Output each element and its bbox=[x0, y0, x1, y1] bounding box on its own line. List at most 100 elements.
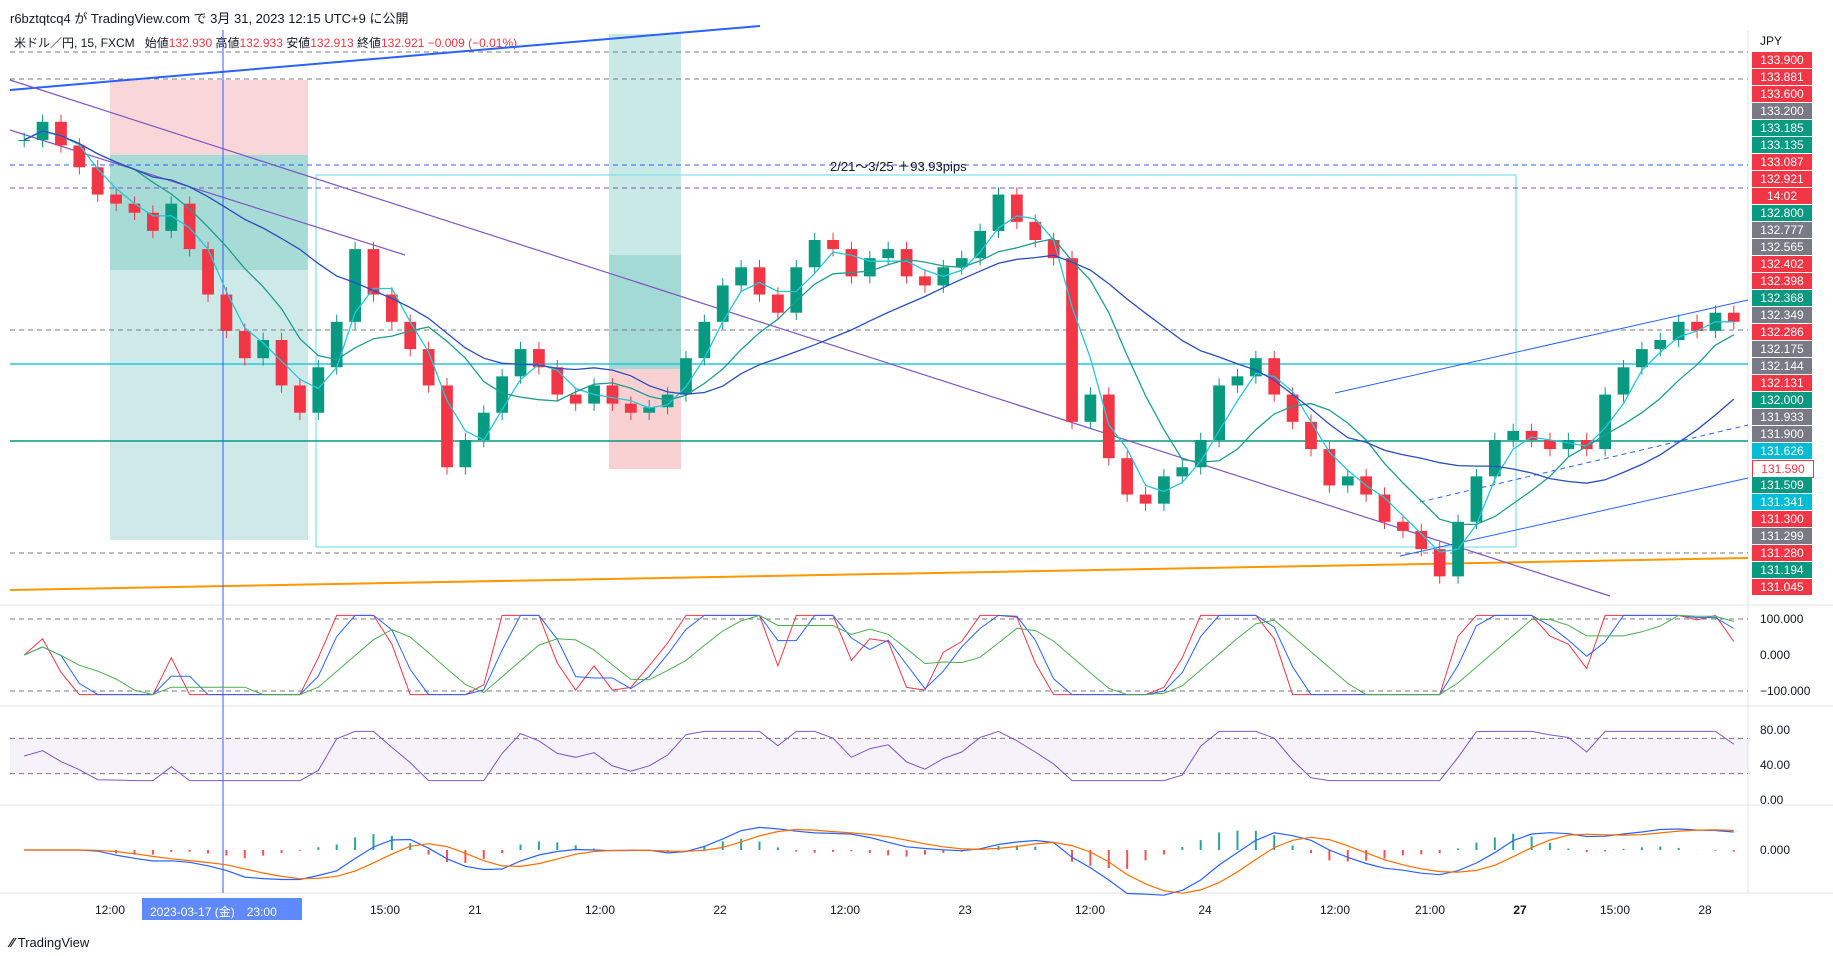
candle-body bbox=[330, 321, 343, 368]
price-badge: 133.881 bbox=[1752, 69, 1812, 85]
candle-body bbox=[385, 294, 398, 322]
candle-body bbox=[643, 407, 656, 413]
profit-box bbox=[110, 155, 308, 540]
channel-up-mid bbox=[1419, 424, 1749, 503]
candle-body bbox=[1672, 321, 1685, 340]
candle-body bbox=[91, 167, 104, 195]
channel-line-purple-2 bbox=[9, 129, 406, 256]
candle-body bbox=[1562, 440, 1575, 450]
price-badge: 132.175 bbox=[1752, 341, 1812, 357]
time-tick-label: 24 bbox=[1198, 903, 1212, 917]
profit-box-2-active bbox=[609, 255, 681, 369]
time-tick-label: 23 bbox=[958, 903, 972, 917]
price-badge: 131.045 bbox=[1752, 579, 1812, 595]
candle-body bbox=[1139, 494, 1152, 504]
candle-body bbox=[1194, 440, 1207, 468]
range-annotation: 2/21〜3/25 ＋93.93pips bbox=[830, 159, 967, 174]
open-value: 132.930 bbox=[168, 36, 213, 50]
stoch-axis-label: −100.000 bbox=[1760, 684, 1811, 698]
candle-body bbox=[716, 285, 729, 322]
candle-body bbox=[441, 385, 453, 468]
candle-body bbox=[73, 145, 86, 168]
candle-body bbox=[680, 358, 692, 395]
price-badge: 132.131 bbox=[1752, 375, 1812, 391]
candle-body bbox=[238, 330, 251, 359]
moving-average-slow bbox=[23, 130, 1735, 484]
candle-body bbox=[404, 321, 417, 350]
candle-body bbox=[1709, 312, 1722, 331]
macd-line bbox=[24, 826, 1734, 896]
price-badge: 132.398 bbox=[1752, 273, 1812, 289]
price-badge: 131.933 bbox=[1752, 409, 1812, 425]
candle-body bbox=[294, 385, 306, 413]
price-badge: 132.800 bbox=[1752, 205, 1812, 221]
price-badge: 132.000 bbox=[1752, 392, 1812, 408]
profit-box-2 bbox=[609, 34, 681, 369]
macd-axis-label: 0.000 bbox=[1760, 843, 1791, 857]
price-badge: 14:02 bbox=[1752, 188, 1812, 204]
candle-body bbox=[1599, 394, 1612, 450]
candle-body bbox=[257, 340, 270, 359]
candle-body bbox=[937, 267, 950, 286]
candle-body bbox=[1084, 394, 1097, 422]
symbol-ohlc: 米ドル／円, 15, FXCM 始値132.930 高値132.933 安値13… bbox=[14, 34, 517, 51]
candle-body bbox=[1691, 321, 1703, 331]
candle-body bbox=[496, 376, 509, 413]
candle-body bbox=[1323, 449, 1336, 486]
candle-body bbox=[110, 194, 122, 204]
time-tick-label: 21 bbox=[468, 903, 482, 917]
price-badge: 131.341 bbox=[1752, 494, 1812, 510]
candle-body bbox=[183, 203, 196, 250]
candle-body bbox=[459, 440, 472, 468]
candle-body bbox=[1378, 494, 1391, 522]
candle-body bbox=[1121, 458, 1134, 495]
candle-body bbox=[772, 294, 784, 313]
time-tick-label: 15:00 bbox=[369, 903, 401, 917]
footer-brand: TradingView bbox=[17, 935, 90, 950]
price-badge: 131.194 bbox=[1752, 562, 1812, 578]
rsi-band bbox=[10, 738, 1748, 774]
candle-body bbox=[1452, 521, 1464, 577]
candle-body bbox=[569, 394, 582, 404]
publisher-line: r6bztqtcq4 が TradingView.com で 3月 31, 20… bbox=[10, 11, 409, 26]
candle-body bbox=[1525, 430, 1538, 440]
price-badge: 133.087 bbox=[1752, 154, 1812, 170]
candle-body bbox=[1029, 221, 1042, 240]
moving-average-mid bbox=[23, 130, 1735, 526]
candle-body bbox=[275, 340, 288, 386]
candle-body bbox=[220, 294, 233, 331]
candle-body bbox=[128, 203, 141, 213]
crosshair-time-badge bbox=[142, 898, 302, 920]
candle-body bbox=[661, 394, 674, 408]
candle-body bbox=[992, 194, 1005, 231]
stoch-axis-label: 0.000 bbox=[1760, 648, 1791, 662]
time-tick-label: 12:00 bbox=[584, 903, 616, 917]
candle-body bbox=[1305, 421, 1317, 450]
candle-body bbox=[1580, 440, 1593, 450]
price-badge: 133.900 bbox=[1752, 52, 1812, 68]
candle-body bbox=[533, 349, 545, 368]
candle-body bbox=[735, 267, 748, 286]
candle-body bbox=[974, 230, 986, 259]
time-tick-label: 12:00 bbox=[1074, 903, 1106, 917]
candle-body bbox=[753, 267, 766, 295]
risk-box-2 bbox=[609, 369, 681, 469]
candle-body bbox=[790, 267, 803, 313]
candle-body bbox=[36, 121, 49, 140]
candle-body bbox=[1102, 394, 1115, 459]
candle-body bbox=[1268, 358, 1281, 395]
price-badge: 131.299 bbox=[1752, 528, 1812, 544]
candle-body bbox=[624, 403, 637, 413]
candle-body bbox=[367, 249, 380, 295]
symbol-name: 米ドル／円, 15, FXCM bbox=[14, 36, 135, 50]
candle-body bbox=[1488, 440, 1501, 477]
candle-body bbox=[882, 249, 895, 259]
price-badge: 132.402 bbox=[1752, 256, 1812, 272]
candle-body bbox=[1470, 476, 1483, 522]
candle-body bbox=[827, 240, 839, 250]
candle-body bbox=[698, 321, 711, 359]
candle-body bbox=[551, 367, 564, 395]
candle-body bbox=[919, 276, 931, 286]
tradingview-logo: ⁄⁄ TradingView bbox=[10, 935, 89, 950]
